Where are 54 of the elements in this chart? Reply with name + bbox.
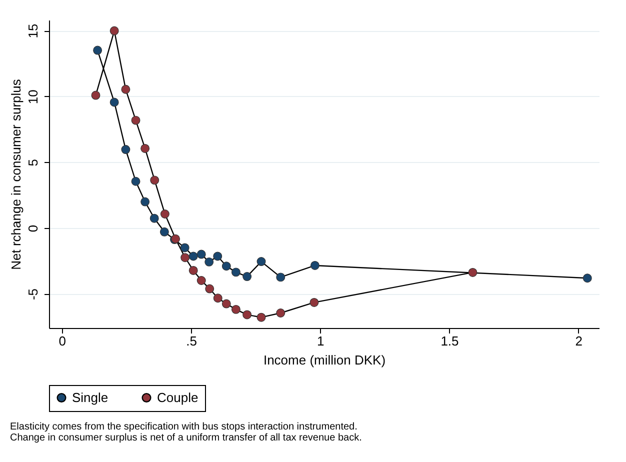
point — [180, 243, 190, 252]
y-axis-title: Net rchange in consumer surplus — [8, 78, 24, 270]
point — [310, 298, 319, 307]
point — [242, 272, 252, 282]
y-tick-label: 5 — [26, 159, 40, 166]
point — [256, 312, 266, 322]
point — [180, 253, 190, 262]
x-tick-label: 1 — [317, 334, 324, 348]
point — [140, 197, 150, 206]
point — [150, 176, 160, 185]
point — [231, 268, 240, 277]
point — [110, 98, 119, 107]
point — [160, 210, 170, 218]
point — [276, 272, 286, 282]
x-tick-label: 0 — [58, 334, 66, 348]
text: Elasticity comes from the specification with bus stops interaction instrumented. — [10, 422, 358, 432]
text: Change in consumer surplus is net of a uniform transfer of all tax revenue back. — [10, 432, 362, 444]
x-tick-label: 2 — [575, 334, 582, 348]
y-tick-label: 15 — [26, 24, 40, 38]
point — [213, 252, 222, 261]
x-tick-label: .5 — [186, 334, 197, 348]
point — [131, 176, 140, 186]
point — [110, 26, 119, 36]
point — [196, 276, 206, 285]
point — [276, 308, 286, 318]
legend-label: Single — [72, 390, 108, 405]
point — [310, 261, 320, 270]
point — [121, 145, 130, 154]
y-tick-label: 0 — [26, 224, 40, 232]
point — [140, 144, 150, 153]
point — [242, 310, 252, 320]
legend-label: Couple — [157, 390, 198, 405]
point — [256, 257, 266, 266]
point — [91, 90, 100, 100]
point — [188, 266, 198, 275]
point — [468, 268, 478, 277]
point — [582, 274, 592, 283]
y-tick-label: 10 — [26, 90, 40, 104]
point — [150, 214, 159, 223]
point — [121, 84, 130, 94]
point — [222, 262, 231, 271]
point — [213, 294, 222, 303]
point — [188, 252, 198, 261]
point — [131, 116, 140, 125]
point — [231, 304, 240, 314]
point — [222, 299, 231, 308]
point — [204, 257, 214, 266]
x-tick-label: 1.5 — [440, 334, 459, 348]
point — [93, 46, 102, 55]
point — [160, 227, 169, 236]
x-axis-title: Income (million DKK) — [263, 352, 386, 368]
y-tick-label: -5 — [26, 288, 40, 300]
point — [205, 284, 214, 294]
point — [196, 250, 206, 259]
